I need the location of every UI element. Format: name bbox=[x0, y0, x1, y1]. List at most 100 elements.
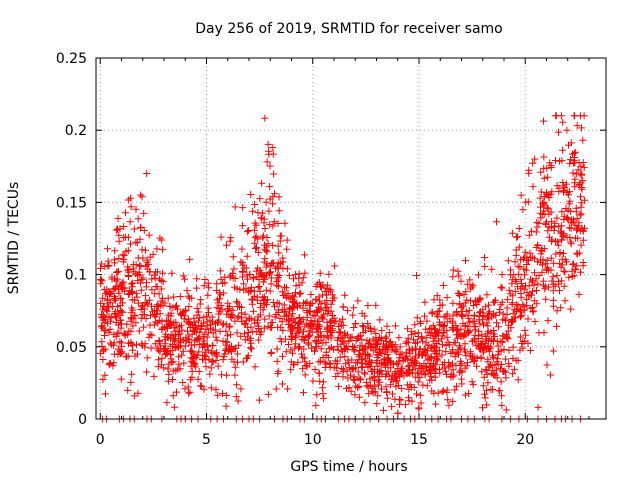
data-point bbox=[391, 374, 399, 382]
data-point bbox=[110, 350, 118, 358]
data-point bbox=[204, 291, 212, 299]
data-point bbox=[575, 181, 583, 189]
data-point bbox=[553, 214, 561, 222]
data-point bbox=[465, 306, 473, 314]
data-point bbox=[529, 307, 537, 315]
data-point bbox=[320, 394, 328, 402]
data-point bbox=[219, 321, 227, 329]
data-point bbox=[147, 344, 155, 352]
data-point bbox=[113, 329, 121, 337]
y-tick-label: 0 bbox=[78, 412, 87, 428]
data-point bbox=[483, 366, 491, 374]
data-point bbox=[558, 277, 566, 285]
data-point bbox=[224, 332, 231, 340]
data-point bbox=[119, 258, 127, 266]
data-point bbox=[153, 301, 161, 309]
data-point bbox=[217, 301, 225, 309]
data-point bbox=[275, 207, 283, 215]
data-point bbox=[163, 316, 171, 324]
data-point bbox=[315, 358, 323, 366]
data-point bbox=[408, 328, 416, 336]
data-point bbox=[497, 283, 505, 291]
data-point bbox=[266, 195, 274, 203]
data-point bbox=[431, 365, 439, 373]
data-point bbox=[153, 303, 161, 310]
data-point bbox=[114, 303, 122, 311]
data-point bbox=[169, 346, 177, 354]
data-point bbox=[544, 205, 552, 213]
data-point bbox=[548, 237, 555, 245]
data-point bbox=[193, 275, 201, 283]
data-point bbox=[142, 292, 149, 300]
data-point bbox=[308, 328, 316, 336]
data-point bbox=[227, 272, 235, 280]
data-point bbox=[151, 311, 158, 319]
data-point bbox=[332, 317, 340, 325]
data-point bbox=[287, 315, 295, 322]
data-point bbox=[383, 322, 391, 330]
data-point bbox=[217, 275, 225, 283]
data-point bbox=[443, 388, 451, 396]
data-point bbox=[146, 253, 154, 261]
data-point bbox=[127, 203, 135, 211]
data-point bbox=[569, 261, 577, 269]
data-point bbox=[203, 313, 211, 321]
data-point bbox=[99, 294, 107, 302]
data-point bbox=[503, 304, 511, 312]
data-point bbox=[496, 308, 503, 316]
data-point bbox=[431, 326, 439, 334]
data-point bbox=[263, 158, 271, 166]
data-point bbox=[161, 340, 169, 348]
data-point bbox=[126, 218, 134, 226]
data-point bbox=[263, 243, 270, 251]
data-point bbox=[205, 284, 213, 292]
y-axis-label: SRMTID / TECUs bbox=[6, 182, 22, 295]
data-point bbox=[416, 345, 424, 353]
data-point bbox=[482, 303, 490, 311]
data-point bbox=[361, 344, 368, 352]
data-point bbox=[438, 351, 446, 359]
data-point bbox=[336, 353, 344, 361]
data-point bbox=[176, 365, 184, 373]
data-point bbox=[421, 312, 428, 320]
data-point bbox=[493, 337, 501, 345]
data-point bbox=[241, 330, 248, 338]
data-point bbox=[538, 268, 546, 276]
data-point bbox=[255, 396, 263, 404]
data-point bbox=[556, 287, 563, 295]
data-point bbox=[234, 358, 241, 366]
data-point bbox=[168, 359, 176, 366]
data-point bbox=[110, 256, 118, 264]
data-point bbox=[340, 365, 348, 373]
data-point bbox=[469, 281, 477, 289]
data-point bbox=[526, 249, 534, 257]
data-point bbox=[495, 348, 503, 356]
data-point bbox=[378, 327, 386, 334]
data-point bbox=[510, 306, 518, 314]
data-point bbox=[231, 317, 239, 325]
data-point bbox=[533, 287, 540, 294]
data-point bbox=[514, 233, 522, 241]
data-point bbox=[169, 392, 177, 400]
data-point bbox=[167, 351, 174, 358]
data-point bbox=[415, 350, 423, 358]
data-point bbox=[261, 114, 269, 122]
data-point bbox=[299, 304, 307, 312]
data-point bbox=[142, 315, 150, 323]
data-point bbox=[118, 279, 126, 287]
data-point bbox=[404, 325, 412, 333]
data-point bbox=[148, 275, 156, 283]
data-point bbox=[350, 304, 358, 312]
data-point bbox=[397, 365, 405, 373]
data-point bbox=[573, 170, 581, 178]
data-point bbox=[181, 307, 189, 315]
data-point bbox=[454, 267, 462, 275]
data-point bbox=[274, 259, 282, 267]
data-point bbox=[251, 219, 259, 227]
data-point bbox=[471, 322, 479, 330]
data-point bbox=[145, 333, 153, 341]
data-point bbox=[531, 269, 538, 277]
data-point bbox=[351, 391, 359, 399]
data-point bbox=[262, 263, 270, 271]
data-point bbox=[163, 349, 171, 357]
